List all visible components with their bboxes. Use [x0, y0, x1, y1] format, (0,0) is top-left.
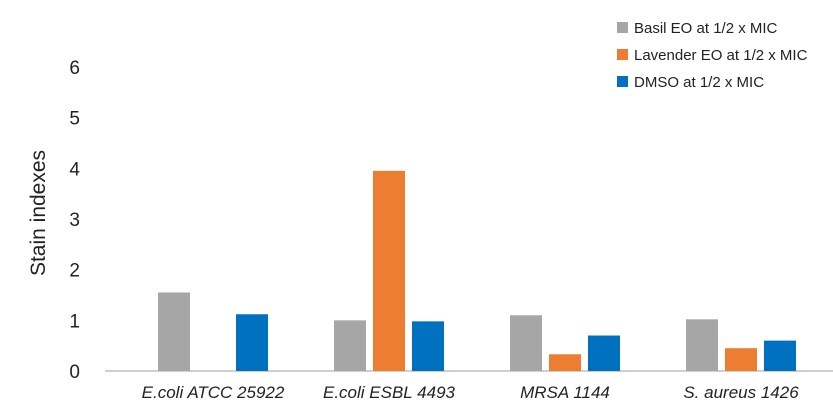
y-tick-label: 4 [69, 159, 80, 180]
x-axis-labels: E.coli ATCC 25922 E.coli ESBL 4493 MRSA 11… [142, 383, 800, 402]
bar [725, 348, 757, 371]
bar [588, 335, 620, 371]
y-tick-label: 6 [69, 58, 80, 79]
y-tick-label: 2 [69, 261, 80, 282]
bar [510, 315, 542, 371]
legend-swatch [617, 22, 628, 33]
bar [764, 340, 796, 371]
x-tick-label: MRSA 1144 [520, 383, 610, 402]
bars [158, 170, 796, 371]
legend-swatch [617, 49, 628, 60]
legend-label: Basil EO at 1/2 x MIC [634, 20, 778, 37]
y-axis-title: Stain indexes [27, 150, 50, 276]
bar [412, 321, 444, 371]
y-axis-ticks: 0 1 2 3 4 5 6 [69, 58, 80, 383]
bar [334, 320, 366, 371]
x-tick-label: E.coli ATCC 25922 [142, 383, 285, 402]
bar [236, 314, 268, 371]
bar [686, 319, 718, 371]
bar [549, 354, 581, 371]
y-tick-label: 5 [69, 109, 80, 130]
legend: Basil EO at 1/2 x MIC Lavender EO at 1/2 … [617, 20, 808, 91]
x-tick-label: E.coli ESBL 4493 [323, 383, 456, 402]
bar [373, 170, 405, 371]
y-tick-label: 1 [69, 311, 80, 332]
legend-swatch [617, 76, 628, 87]
legend-label: Lavender EO at 1/2 x MIC [634, 47, 808, 64]
legend-label: DMSO at 1/2 x MIC [634, 74, 764, 91]
bar [158, 292, 190, 371]
y-tick-label: 0 [69, 362, 80, 383]
y-tick-label: 3 [69, 210, 80, 231]
x-tick-label: S. aureus 1426 [683, 383, 799, 402]
